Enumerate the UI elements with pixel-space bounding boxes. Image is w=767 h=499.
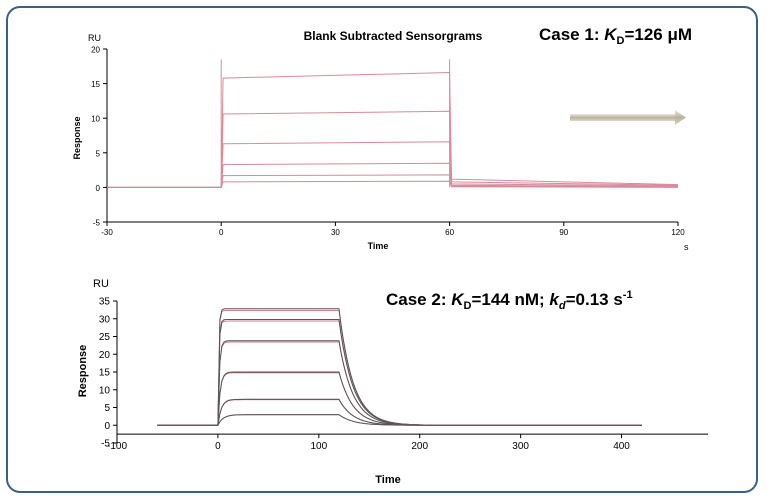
figure-frame <box>6 6 758 493</box>
y-tick-label: 30 <box>99 314 111 325</box>
chart-1-x-unit: s <box>684 242 689 252</box>
series-6-line <box>107 180 679 188</box>
y-tick-label: 0 <box>104 421 110 432</box>
chart-2-y-label: Response <box>77 345 89 398</box>
chart-2-annotation-sup: -1 <box>623 289 633 301</box>
y-tick-label: 0 <box>96 184 101 193</box>
series-4-line <box>157 371 642 426</box>
y-tick-label: 5 <box>104 403 110 414</box>
series-2-line <box>107 110 679 188</box>
series-5-fit-line <box>157 399 642 426</box>
y-tick-label: 10 <box>91 115 100 124</box>
x-tick-label: 400 <box>613 441 630 452</box>
x-tick-label: 90 <box>559 228 568 237</box>
series-1-fit-line <box>157 310 642 426</box>
chart-2-x-label: Time <box>375 474 400 486</box>
chart-1-annotation-sub: D <box>616 35 624 47</box>
y-tick-label: 25 <box>99 332 111 343</box>
y-tick-label: 15 <box>91 80 100 89</box>
chart-1-y-unit: RU <box>88 33 101 43</box>
chart-2: Case 2: KD=144 nM; kd=0.13 s-1 RU Respon… <box>77 278 708 486</box>
x-tick-label: 120 <box>671 228 685 237</box>
y-tick-label: -5 <box>101 439 110 450</box>
x-tick-label: 300 <box>512 441 529 452</box>
chart-1-y-label: Response <box>72 116 82 159</box>
chart-1: Blank Subtracted Sensorgrams Case 1: KD=… <box>72 25 692 252</box>
series-5-line <box>157 398 642 426</box>
series-3-line <box>107 141 679 188</box>
x-tick-label: 0 <box>219 228 224 237</box>
series-3-line <box>157 340 642 426</box>
y-tick-label: 10 <box>99 385 111 396</box>
series-6-line <box>157 414 642 426</box>
chart-2-y-unit: RU <box>93 278 109 290</box>
right-arrow-icon <box>570 110 686 125</box>
x-tick-label: -30 <box>101 228 113 237</box>
chart-1-x-label: Time <box>368 241 389 251</box>
y-tick-label: 20 <box>91 46 100 55</box>
y-tick-label: -5 <box>93 219 101 228</box>
chart-2-annotation-ksub: d <box>559 300 566 312</box>
series-3-fit-line <box>157 341 642 426</box>
chart-1-annotation-post: =126 μM <box>624 25 692 44</box>
series-1-line <box>157 308 642 426</box>
y-tick-label: 5 <box>96 149 101 158</box>
y-tick-label: 15 <box>99 368 111 379</box>
chart-1-annotation-k: K <box>604 25 618 44</box>
chart-2-annotation-pre: Case 2: <box>386 290 451 309</box>
x-tick-label: 60 <box>445 228 454 237</box>
x-tick-label: 100 <box>310 441 327 452</box>
chart-2-annotation-k: K <box>451 290 465 309</box>
x-tick-label: -100 <box>107 441 127 452</box>
chart-2-annotation: Case 2: KD=144 nM; kd=0.13 s-1 <box>386 289 633 312</box>
x-tick-label: 30 <box>331 228 340 237</box>
series-1-line <box>107 71 679 188</box>
chart-2-annotation-post: =0.13 s <box>566 290 623 309</box>
chart-1-annotation-pre: Case 1: <box>539 25 604 44</box>
x-tick-label: 200 <box>411 441 428 452</box>
chart-2-annotation-kd: k <box>549 290 560 309</box>
chart-1-title: Blank Subtracted Sensorgrams <box>304 29 483 43</box>
y-tick-label: 35 <box>99 297 111 308</box>
y-tick-label: 20 <box>99 350 111 361</box>
chart-1-annotation: Case 1: KD=126 μM <box>539 25 692 47</box>
series-4-fit-line <box>157 372 642 426</box>
chart-2-annotation-mid: =144 nM; <box>471 290 549 309</box>
chart-2-annotation-sub: D <box>463 300 471 312</box>
x-tick-label: 0 <box>215 441 221 452</box>
